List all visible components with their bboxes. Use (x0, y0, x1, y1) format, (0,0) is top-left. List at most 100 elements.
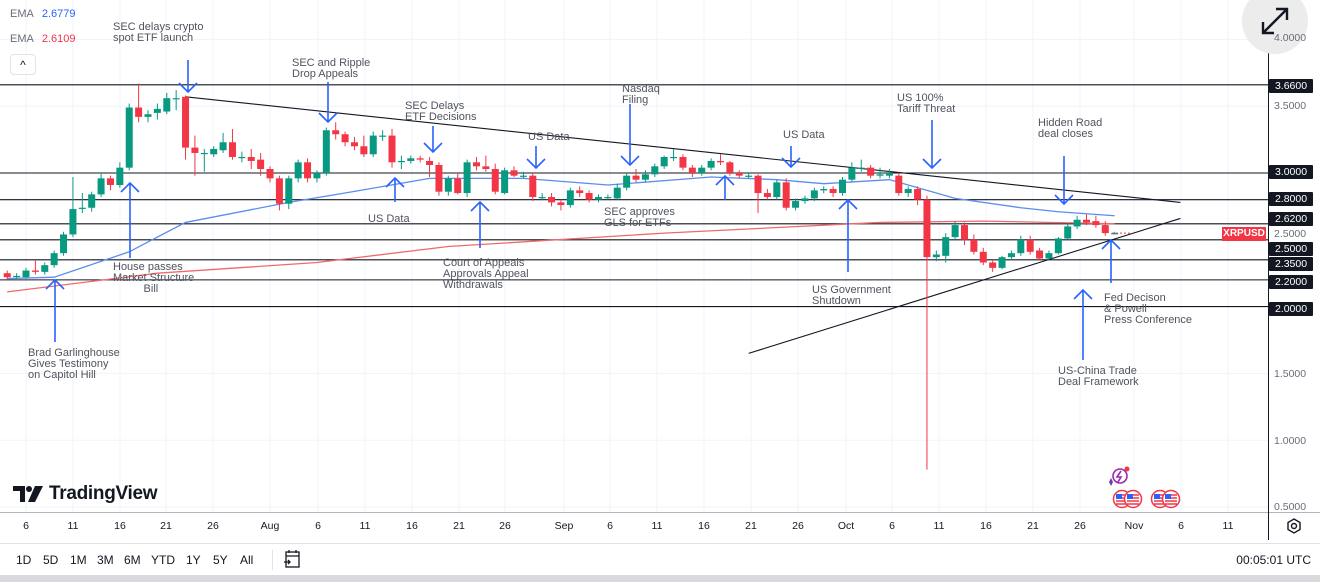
time-tick-label: 16 (406, 520, 418, 532)
annotation-label[interactable]: US Data (368, 213, 410, 225)
range-button-5y[interactable]: 5Y (213, 553, 228, 567)
candle (726, 160, 734, 176)
annotation-arrow-down (1054, 156, 1074, 206)
annotation-arrow-down (526, 146, 546, 170)
ema-slow-legend[interactable]: EMA 2.6109 (10, 33, 76, 45)
candle (707, 158, 715, 171)
annotation-label[interactable]: Brad Garlinghouse Gives Testimony on Cap… (28, 347, 120, 381)
candle (1026, 235, 1034, 255)
candle (801, 195, 809, 204)
time-tick-label: 11 (933, 520, 945, 532)
candle (313, 170, 321, 183)
candle (876, 167, 884, 179)
us-flag-event-icon[interactable] (1123, 489, 1143, 509)
candle (388, 128, 396, 168)
annotation-label[interactable]: US Data (528, 131, 570, 143)
annotation-label[interactable]: Nasdaq Filing (622, 83, 660, 106)
tradingview-logo[interactable]: TradingView (13, 483, 158, 505)
candle (426, 156, 434, 178)
candle-body (472, 162, 480, 167)
candle-body (519, 175, 527, 177)
annotation-label[interactable]: SEC approves GLS for ETFs (604, 206, 675, 229)
candle-body (651, 166, 659, 175)
candle (1007, 250, 1015, 260)
time-tick-label: 11 (359, 520, 371, 532)
range-button-ytd[interactable]: YTD (151, 553, 175, 567)
candle-body (60, 234, 68, 254)
candle-body (285, 178, 293, 204)
annotation-arrow-down (423, 126, 443, 154)
candle-body (632, 175, 640, 180)
candle-body (200, 152, 208, 155)
candle-body (341, 134, 349, 143)
candle (566, 187, 574, 208)
candle-body (153, 108, 161, 113)
candle (332, 122, 340, 140)
annotation-label[interactable]: House passes Market Structure Bill (113, 261, 195, 295)
settings-gear-icon[interactable] (1285, 517, 1303, 535)
trendline (748, 217, 1181, 354)
time-tick-label: 16 (980, 520, 992, 532)
candle (810, 187, 818, 202)
annotation-label[interactable]: SEC Delays ETF Decisions (405, 100, 477, 123)
range-button-6m[interactable]: 6M (124, 553, 141, 567)
candle-body (313, 173, 321, 179)
candle-body (1101, 225, 1109, 234)
candle (885, 168, 893, 179)
candle-body (482, 166, 490, 169)
annotation-label[interactable]: Hidden Road deal closes (1038, 117, 1103, 140)
lightning-news-icon[interactable] (1104, 462, 1134, 490)
candle-body (848, 167, 856, 180)
candle-body (1092, 221, 1100, 226)
go-to-date-calendar-icon[interactable] (283, 549, 301, 569)
collapse-legend-button[interactable]: ^ (10, 54, 36, 75)
range-button-3m[interactable]: 3M (97, 553, 114, 567)
annotation-arrow-up (385, 176, 405, 202)
candle-body (50, 253, 58, 266)
annotation-label[interactable]: Fed Decison & Powell Press Conference (1104, 292, 1193, 326)
arrow-head (1101, 238, 1121, 250)
range-button-5d[interactable]: 5D (43, 553, 59, 567)
ema-fast-legend[interactable]: EMA 2.6779 (10, 8, 76, 20)
us-flag-event-icon[interactable] (1161, 489, 1181, 509)
price-tick-label: 3.5000 (1274, 100, 1307, 112)
candle-body (275, 178, 283, 204)
candle-body (1017, 239, 1025, 254)
candle-body (360, 146, 368, 155)
candle (106, 175, 114, 191)
candle-body (1007, 253, 1015, 258)
annotation-label[interactable]: US Government Shutdown (812, 284, 891, 307)
candle (970, 234, 978, 255)
candle-body (688, 167, 696, 173)
candle (1073, 215, 1081, 230)
candle (191, 135, 199, 176)
range-button-all[interactable]: All (240, 553, 254, 567)
candle (923, 195, 931, 470)
candle-body (407, 158, 415, 161)
range-button-1d[interactable]: 1D (16, 553, 32, 567)
time-tick-label: 21 (453, 520, 465, 532)
range-button-1y[interactable]: 1Y (186, 553, 201, 567)
candle-body (1054, 238, 1062, 254)
annotation-label[interactable]: US Data (783, 129, 825, 141)
fullscreen-button[interactable] (1242, 0, 1308, 54)
candle (491, 163, 499, 195)
annotation-label[interactable]: US-China Trade Deal Framework (1058, 365, 1139, 388)
candle (472, 156, 480, 171)
utc-clock[interactable]: 00:05:01 UTC (1236, 553, 1311, 567)
candle-body (510, 170, 518, 176)
range-button-1m[interactable]: 1M (70, 553, 87, 567)
annotation-label[interactable]: SEC and Ripple Drop Appeals (292, 57, 371, 80)
candle-body (454, 178, 462, 194)
candle (13, 273, 21, 279)
level-price-label: 2.2000 (1269, 275, 1313, 289)
candle-body (106, 178, 114, 186)
arrow-head (45, 278, 65, 290)
level-price-label: 2.0000 (1269, 302, 1313, 316)
annotation-label[interactable]: US 100% Tariff Threat (897, 92, 956, 115)
arrow-head (620, 155, 640, 167)
annotation-label[interactable]: Court of Appeals Approvals Appeal Withdr… (443, 257, 529, 291)
toolbar-divider (272, 550, 273, 570)
annotation-label[interactable]: SEC delays crypto spot ETF launch (113, 21, 204, 44)
